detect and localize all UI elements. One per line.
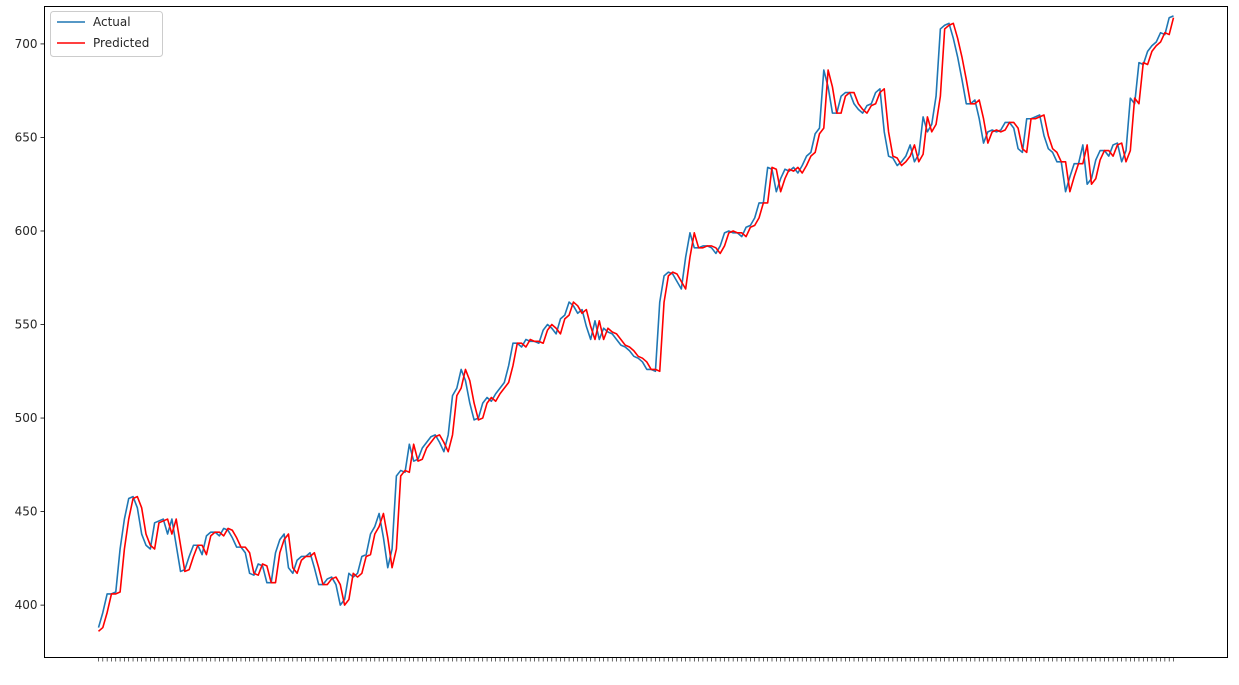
legend-label-actual: Actual (93, 15, 131, 29)
y-axis-ticks: 400 450 500 550 600 650 700 (15, 37, 45, 612)
plot-area-frame (44, 6, 1228, 658)
series-lines (97, 15, 1175, 632)
y-tick-label: 550 (15, 318, 38, 332)
y-tick-label: 400 (15, 598, 38, 612)
y-tick-label: 500 (15, 411, 38, 425)
legend: Actual Predicted (50, 11, 163, 57)
y-tick-label: 700 (15, 37, 38, 51)
x-axis-ticks (98, 657, 1174, 662)
series-line-predicted (97, 17, 1175, 632)
legend-label-predicted: Predicted (93, 36, 149, 50)
y-tick-label: 450 (15, 505, 38, 519)
y-tick-label: 600 (15, 224, 38, 238)
y-tick-label: 650 (15, 130, 38, 144)
